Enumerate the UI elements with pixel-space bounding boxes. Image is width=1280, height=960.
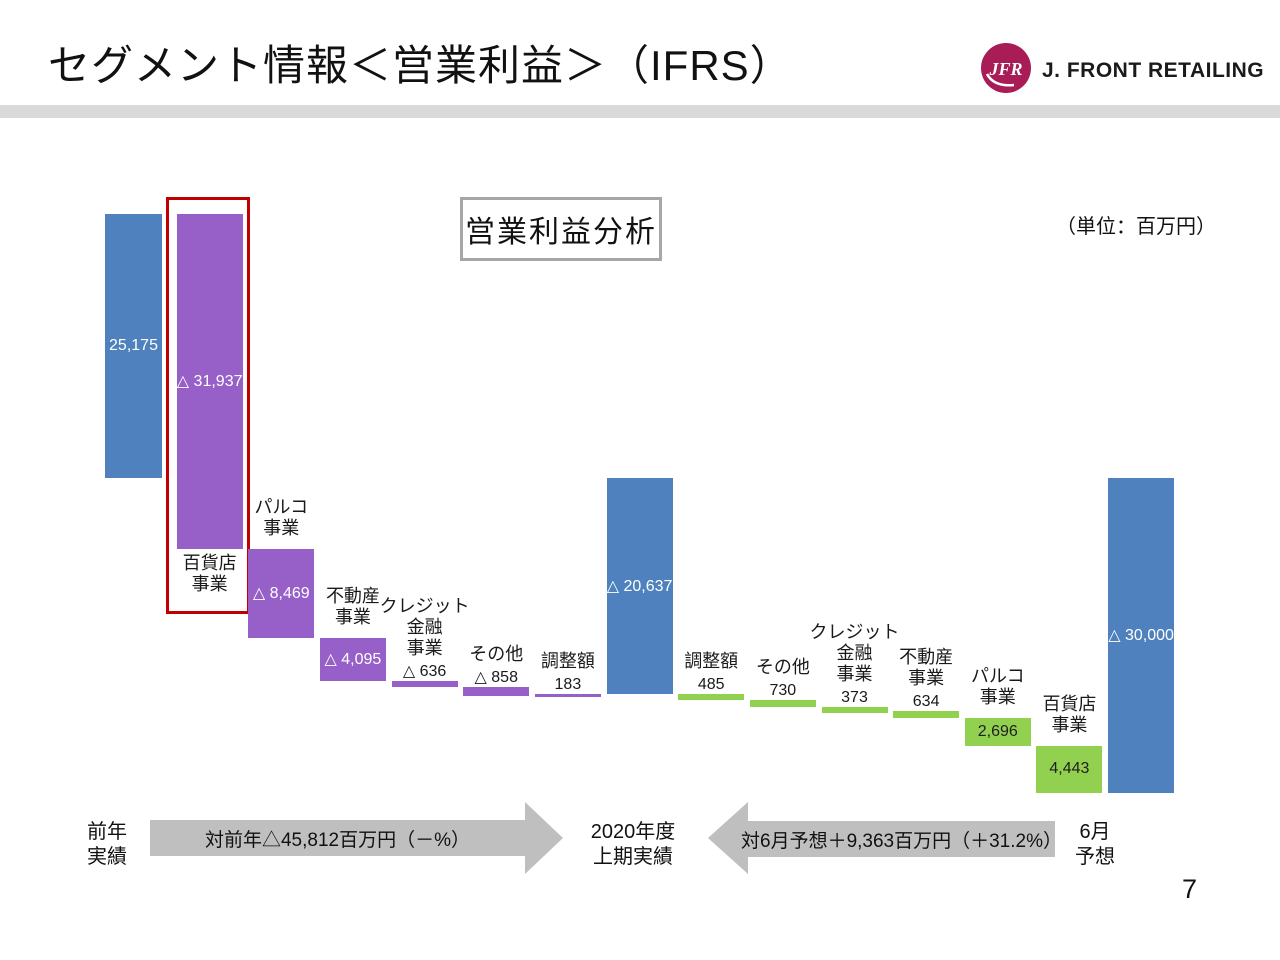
page-title: セグメント情報＜営業利益＞（IFRS） <box>48 42 793 89</box>
svg-text:JFR: JFR <box>988 59 1022 79</box>
name-label-parco-vs-forecast: パルコ 事業 <box>970 665 1025 707</box>
value-label-adjustment-decline: 183 <box>554 676 582 694</box>
bar-parco-vs-forecast <box>964 717 1031 746</box>
bar-adjustment-decline <box>534 694 601 698</box>
axis-label-june-forecast: 6月 予想 <box>1075 821 1115 868</box>
bar-dept-store-decline <box>176 213 243 549</box>
unit-label: （単位：百万円） <box>1056 216 1216 238</box>
axis-label-prev-year-actual: 前年 実績 <box>87 821 127 868</box>
axis-label-fy2020-h1-actual: 2020年度 上期実績 <box>590 821 676 868</box>
bar-prev-year-actual <box>105 213 162 478</box>
bar-real-estate-decline <box>319 637 386 681</box>
value-label-parco-vs-forecast: 2,696 <box>977 722 1018 740</box>
page-number: 7 <box>1182 874 1198 904</box>
name-label-dept-store-decline: 百貨店 事業 <box>182 552 237 594</box>
name-label-adjustment-decline: 調整額 <box>540 651 595 672</box>
bar-real-estate-vs-forecast <box>893 711 960 718</box>
highlight-box-dept-store <box>166 197 250 614</box>
name-label-adjustment-vs-forecast: 調整額 <box>684 651 739 672</box>
bar-credit-finance-decline <box>391 680 458 688</box>
name-label-parco-decline: パルコ 事業 <box>254 496 309 538</box>
vs-forecast-arrow: 対6月予想＋9,363百万円（＋31.2%） <box>741 821 1062 857</box>
value-label-dept-store-vs-forecast: 4,443 <box>1049 760 1090 778</box>
value-label-adjustment-vs-forecast: 485 <box>697 676 725 694</box>
bar-dept-store-vs-forecast <box>1036 745 1103 793</box>
value-label-credit-finance-decline: △ 636 <box>402 662 447 680</box>
value-label-parco-decline: △ 8,469 <box>252 585 310 603</box>
value-label-others-decline: △ 858 <box>474 669 518 687</box>
bar-adjustment-vs-forecast <box>678 694 745 701</box>
name-label-others-vs-forecast: その他 <box>755 656 810 677</box>
arrow-right-icon <box>525 802 563 874</box>
name-label-dept-store-vs-forecast: 百貨店 事業 <box>1042 693 1097 735</box>
value-label-real-estate-decline: △ 4,095 <box>324 651 382 669</box>
value-label-others-vs-forecast: 730 <box>769 681 797 699</box>
name-label-credit-finance-decline: クレジット 金融 事業 <box>379 595 470 658</box>
company-logo: JFR J. FRONT RETAILING <box>980 42 1264 99</box>
name-label-others-decline: その他 <box>469 644 524 665</box>
name-label-credit-finance-vs-forecast: クレジット 金融 事業 <box>809 622 900 685</box>
value-label-june-forecast: △ 30,000 <box>1108 627 1174 645</box>
bar-credit-finance-vs-forecast <box>821 707 888 714</box>
bar-fy2020-h1-actual <box>606 478 673 695</box>
jfr-logo-icon: JFR <box>980 42 1032 99</box>
company-name: J. FRONT RETAILING <box>1042 58 1265 82</box>
value-label-prev-year-actual: 25,175 <box>109 336 158 354</box>
value-label-real-estate-vs-forecast: 634 <box>912 693 940 711</box>
chart-title-box: 営業利益分析 <box>460 197 662 261</box>
bar-june-forecast <box>1108 478 1175 793</box>
name-label-real-estate-decline: 不動産 事業 <box>325 585 380 627</box>
bar-parco-decline <box>248 548 315 638</box>
yoy-change-arrow: 対前年△45,812百万円（－%） <box>150 820 525 856</box>
value-label-credit-finance-vs-forecast: 373 <box>841 689 868 707</box>
bar-others-vs-forecast <box>749 699 816 708</box>
arrow-left-icon <box>708 802 748 874</box>
title-divider-strip <box>0 105 1280 118</box>
value-label-fy2020-h1-actual: △ 20,637 <box>606 578 673 596</box>
name-label-real-estate-vs-forecast: 不動産 事業 <box>899 647 954 689</box>
bar-others-decline <box>463 687 530 697</box>
value-label-dept-store-decline: △ 31,937 <box>176 373 243 391</box>
